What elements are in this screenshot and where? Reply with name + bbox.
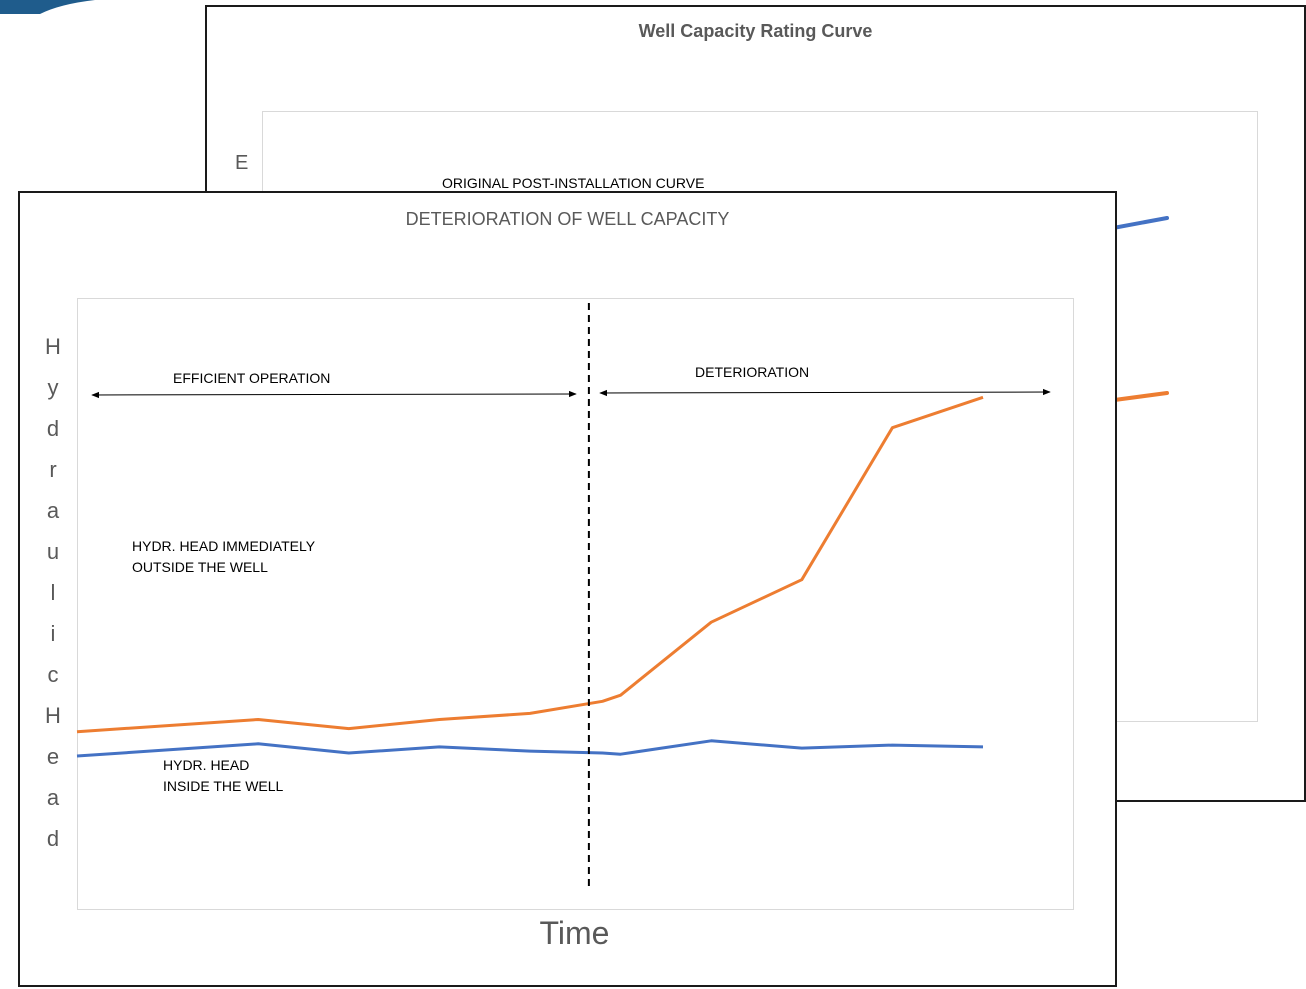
- series-line-outside: [76, 395, 984, 734]
- efficient-operation-arrow: [91, 390, 577, 399]
- y-axis-label-letter: H: [45, 703, 61, 728]
- annotation-outside-label: HYDR. HEAD IMMEDIATELY OUTSIDE THE WELL: [132, 538, 316, 575]
- back-annotation-original-curve: ORIGINAL POST-INSTALLATION CURVE: [442, 175, 705, 191]
- series-line-inside: [76, 739, 984, 758]
- back-series-outside: [1105, 391, 1169, 403]
- y-axis-label-letter: e: [46, 744, 60, 769]
- y-axis-label-letter: a: [46, 498, 60, 523]
- y-axis-label-letter: d: [46, 416, 60, 441]
- y-axis-label-letter: y: [47, 375, 59, 400]
- front-chart-svg: [76, 303, 1051, 891]
- corner-accent: [0, 0, 95, 14]
- annotation-inside-label: HYDR. HEAD INSIDE THE WELL: [163, 757, 284, 794]
- series-layer: [76, 303, 984, 891]
- y-axis-label-letter: l: [50, 580, 56, 605]
- y-axis-label-letter: i: [50, 621, 56, 646]
- y-axis-label-letter: u: [46, 539, 60, 564]
- y-axis-label-letter: c: [47, 662, 59, 687]
- chart-title: DETERIORATION OF WELL CAPACITY: [405, 209, 730, 229]
- plot-area: [77, 298, 1074, 910]
- back-chart-title: Well Capacity Rating Curve: [638, 21, 873, 41]
- x-axis-label: Time: [539, 915, 610, 951]
- y-axis-label-letter: a: [46, 785, 60, 810]
- back-y-axis-label: E: [235, 152, 249, 174]
- annotation-deterioration: DETERIORATION: [695, 364, 810, 380]
- annotation-efficient-operation: EFFICIENT OPERATION: [173, 370, 331, 386]
- y-axis-label-letter: r: [49, 457, 57, 482]
- deterioration-arrow: [599, 388, 1051, 397]
- y-axis-label-letter: H: [45, 334, 61, 359]
- y-axis-label-letter: d: [46, 826, 60, 851]
